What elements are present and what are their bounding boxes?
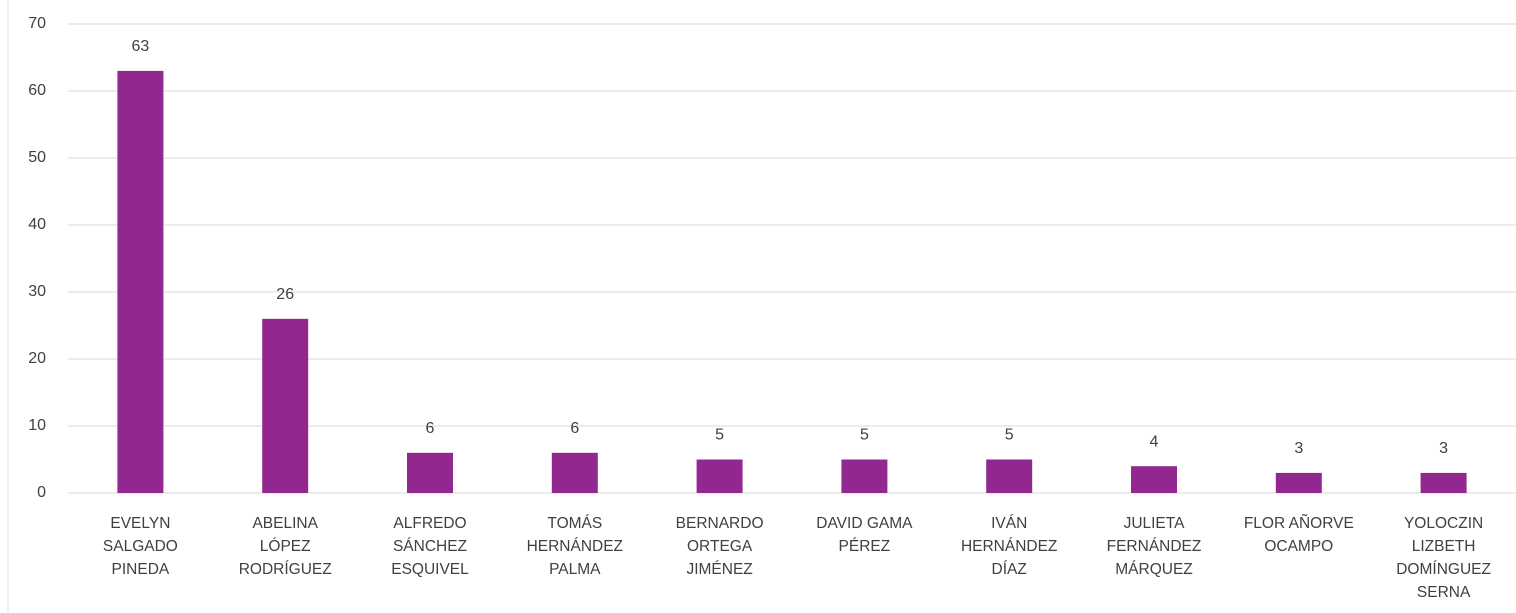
bar (117, 70, 164, 494)
x-tick-label: JULIETA FERNÁNDEZ MÁRQUEZ (1106, 515, 1202, 578)
bar (1275, 472, 1322, 493)
data-label: 3 (1439, 440, 1448, 457)
x-tick-label: FLOR AÑORVE OCAMPO (1243, 515, 1354, 555)
bar (1420, 472, 1467, 493)
bar (407, 452, 453, 493)
x-tick-label: EVELYN SALGADO PINEDA (102, 515, 178, 578)
y-tick-label: 0 (37, 484, 46, 501)
x-tick-label: YOLOCZIN LIZBETH DOMÍNGUEZ SERNA (1396, 515, 1491, 601)
y-tick-label: 60 (28, 82, 46, 99)
x-tick-label: ALFREDO SÁNCHEZ ESQUIVEL (391, 515, 469, 578)
data-label: 5 (1005, 427, 1014, 444)
data-label: 26 (276, 286, 294, 303)
data-label: 5 (860, 427, 869, 444)
y-tick-label: 50 (28, 149, 46, 166)
data-label: 5 (715, 427, 724, 444)
bar (1131, 466, 1177, 493)
bar (551, 452, 598, 493)
x-tick-label: DAVID GAMA PÉREZ (816, 515, 913, 555)
data-label: 6 (570, 420, 579, 437)
x-tick-label: BERNARDO ORTEGA JIMÉNEZ (675, 515, 764, 578)
data-label: 4 (1150, 433, 1159, 450)
data-label: 3 (1294, 440, 1303, 457)
y-tick-label: 40 (28, 216, 46, 233)
bar (986, 459, 1033, 493)
y-tick-label: 20 (28, 350, 46, 367)
bar (696, 459, 743, 493)
y-tick-label: 30 (28, 283, 46, 300)
bar (841, 459, 888, 493)
x-tick-label: IVÁN HERNÁNDEZ DÍAZ (960, 515, 1058, 578)
y-tick-label: 70 (28, 15, 46, 32)
x-tick-label: ABELINA LÓPEZ RODRÍGUEZ (238, 515, 332, 578)
data-label: 63 (132, 38, 150, 55)
data-label: 6 (426, 420, 435, 437)
x-tick-label: TOMÁS HERNÁNDEZ PALMA (526, 515, 624, 578)
y-tick-label: 10 (28, 417, 46, 434)
bar (262, 318, 309, 493)
